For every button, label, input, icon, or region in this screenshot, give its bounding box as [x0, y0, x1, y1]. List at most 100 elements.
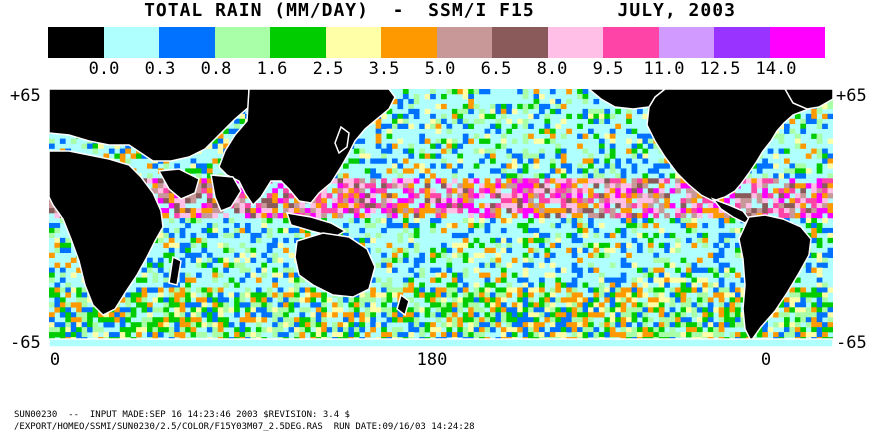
rain-cell [577, 272, 583, 278]
rain-cell [811, 302, 817, 308]
rain-cell [490, 302, 496, 308]
rain-cell [637, 153, 643, 159]
rain-cell [669, 317, 676, 323]
rain-cell [811, 148, 817, 154]
rain-cell [805, 332, 812, 338]
rain-cell [435, 252, 442, 258]
rain-cell [457, 158, 464, 164]
rain-cell [190, 198, 197, 204]
rain-cell [294, 272, 300, 278]
rain-cell [784, 208, 790, 214]
rain-cell [272, 317, 278, 323]
rain-cell [631, 203, 638, 209]
rain-cell [593, 307, 600, 313]
rain-cell [800, 163, 807, 169]
rain-cell [315, 198, 322, 204]
rain-cell [827, 213, 833, 219]
rain-cell [234, 232, 240, 239]
rain-cell [375, 123, 382, 129]
rain-cell [402, 227, 409, 234]
rain-cell [588, 128, 594, 134]
rain-cell [794, 302, 801, 308]
rain-cell [163, 227, 170, 234]
rain-cell [435, 193, 442, 199]
rain-cell [566, 183, 572, 189]
rain-cell [375, 158, 382, 164]
rain-cell [359, 227, 366, 234]
rain-cell [626, 292, 632, 298]
rain-cell [762, 193, 768, 199]
rain-cell [206, 322, 213, 328]
rain-cell [549, 128, 556, 134]
rain-cell [370, 317, 376, 323]
rain-cell [299, 227, 306, 234]
rain-cell [822, 332, 828, 338]
rain-cell [778, 198, 785, 204]
rain-cell [81, 327, 88, 333]
rain-cell [484, 183, 491, 189]
rain-cell [212, 143, 219, 149]
rain-cell [571, 232, 578, 239]
rain-cell [588, 178, 594, 184]
rain-cell [386, 193, 393, 199]
rain-cell [566, 297, 572, 303]
rain-cell [462, 312, 469, 318]
rain-cell [457, 247, 464, 254]
rain-cell [582, 232, 589, 239]
rain-cell [664, 193, 670, 199]
rain-cell [392, 158, 398, 164]
rain-cell [451, 292, 458, 298]
rain-cell [675, 188, 681, 194]
rain-cell [680, 257, 687, 263]
rain-cell [108, 322, 115, 328]
rain-cell [212, 277, 219, 283]
rain-cell [822, 322, 828, 328]
rain-cell [637, 222, 643, 229]
rain-cell [560, 327, 567, 333]
rain-cell [609, 287, 616, 293]
rain-cell [528, 218, 534, 224]
rain-cell [294, 287, 300, 293]
rain-cell [555, 332, 562, 338]
rain-cell [637, 143, 643, 149]
rain-cell [397, 208, 404, 214]
rain-cell [174, 203, 180, 209]
rain-cell [647, 277, 654, 283]
rain-cell [816, 272, 823, 278]
rain-cell [179, 332, 186, 338]
rain-cell [484, 133, 491, 139]
rain-cell [827, 103, 833, 110]
rain-cell [789, 302, 796, 308]
rain-cell [539, 103, 545, 110]
rain-cell [582, 222, 589, 229]
rain-cell [522, 277, 529, 283]
rain-cell [528, 153, 534, 159]
rain-cell [163, 307, 170, 313]
rain-cell [577, 218, 583, 224]
rain-cell [675, 297, 681, 303]
rain-cell [604, 118, 611, 125]
rain-cell [539, 302, 545, 308]
rain-cell [179, 287, 186, 293]
rain-cell [468, 218, 474, 224]
map-title: TOTAL RAIN (MM/DAY) - SSM/I F15 JULY, 20… [144, 0, 736, 21]
rain-cell [228, 218, 235, 224]
rain-cell [392, 98, 398, 105]
rain-cell [571, 287, 578, 293]
rain-cell [223, 218, 229, 224]
rain-cell [326, 327, 333, 333]
rain-cell [555, 123, 562, 129]
rain-cell [397, 198, 404, 204]
rain-cell [571, 307, 578, 313]
rain-cell [435, 103, 442, 110]
rain-cell [773, 198, 779, 204]
rain-cell [375, 232, 382, 239]
rain-cell [370, 327, 376, 333]
rain-cell [201, 163, 208, 169]
rain-cell [691, 188, 698, 194]
rain-cell [255, 297, 262, 303]
rain-cell [593, 168, 600, 174]
rain-cell [397, 203, 404, 209]
rain-cell [822, 327, 828, 333]
rain-cell [555, 327, 562, 333]
